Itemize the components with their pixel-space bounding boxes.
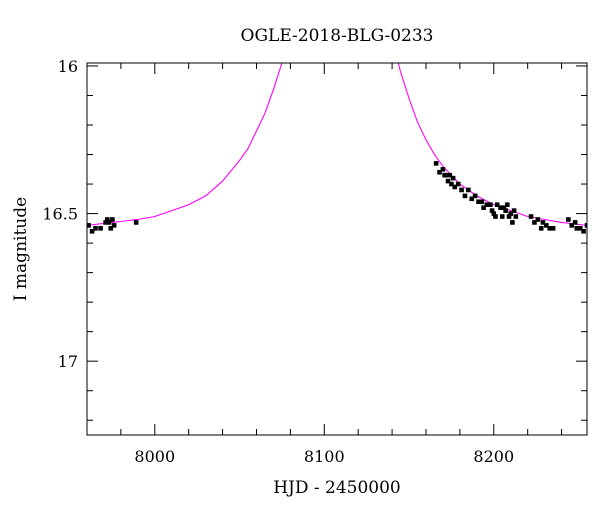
data-point-35 [494,202,500,208]
data-point-15 [444,172,449,178]
data-point-16 [445,178,451,184]
data-point-27 [476,199,481,205]
x-axis-label: HJD - 2450000 [273,478,401,498]
data-point-55 [569,223,575,228]
data-point-48 [535,217,541,222]
data-point-18 [449,181,454,187]
data-point-57 [574,226,580,231]
ticks-layer [87,63,587,435]
data-point-47 [532,220,537,225]
tick-labels-layer: 8000 8100 8200 16 16.5 17 [42,57,514,466]
data-point-34 [493,214,498,219]
data-point-12 [437,169,442,175]
data-point-24 [466,187,471,193]
chart-title: OGLE-2018-BLG-0233 [241,26,434,46]
data-point-51 [544,223,549,228]
data-point-36 [498,205,503,210]
y-tick-label-0: 16 [58,57,78,76]
data-point-17 [447,172,453,178]
data-point-56 [572,220,578,225]
data-point-9 [111,223,117,228]
data-point-45 [513,214,519,219]
data-point-60 [584,223,587,228]
data-point-22 [459,187,464,193]
data-point-3 [98,226,103,231]
data-point-2 [93,226,98,231]
plot-frame [86,62,588,436]
data-point-5 [105,217,110,222]
x-tick-label-1: 8100 [304,447,345,466]
model-curve-branch-0 [87,63,283,226]
data-point-11 [433,161,439,166]
data-point-59 [581,228,586,234]
y-tick-label-2: 17 [58,352,78,371]
data-point-41 [506,214,512,219]
y-axis-label: I magnitude [11,197,31,301]
model-curve-branch-1 [397,63,587,226]
data-point-4 [103,220,108,225]
data-point-10 [133,220,139,225]
data-point-29 [481,205,486,210]
data-point-46 [528,214,534,219]
data-point-54 [566,217,571,222]
data-point-21 [455,181,461,187]
data-point-33 [491,211,497,216]
data-point-1 [89,228,95,234]
x-tick-label-2: 8200 [473,447,514,466]
data-point-6 [106,220,112,225]
data-point-52 [547,226,553,231]
data-point-7 [108,226,114,231]
y-tick-label-1: 16.5 [42,205,78,224]
data-point-39 [503,208,508,213]
data-point-37 [499,214,505,219]
data-point-25 [469,196,475,202]
data-point-53 [550,226,556,231]
data-point-19 [450,175,456,181]
data-point-42 [508,211,514,216]
data-point-8 [110,217,115,222]
data-point-44 [511,208,517,213]
model-layer [87,63,587,226]
data-point-28 [479,199,485,205]
data-point-58 [577,226,583,231]
data-point-30 [484,202,490,208]
data-point-50 [540,220,546,225]
data-point-23 [462,193,468,199]
data-point-49 [538,226,544,231]
data-point-26 [472,193,478,199]
data-point-0 [87,223,91,228]
x-tick-label-0: 8000 [134,447,175,466]
data-point-31 [488,202,493,208]
data-point-43 [510,220,515,225]
points-layer [87,161,587,234]
data-point-13 [440,166,446,172]
data-point-40 [505,202,510,208]
data-point-32 [489,208,495,213]
data-point-38 [501,205,507,210]
data-point-20 [452,184,458,190]
